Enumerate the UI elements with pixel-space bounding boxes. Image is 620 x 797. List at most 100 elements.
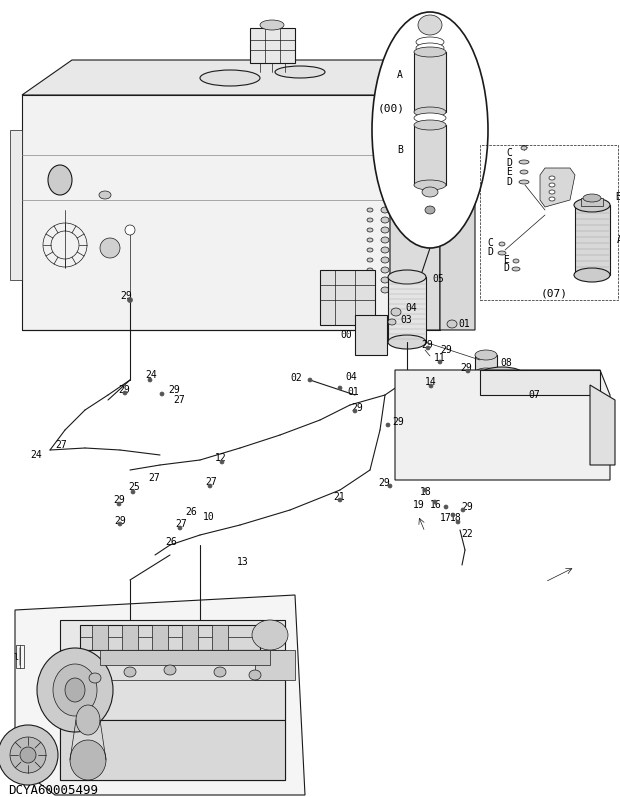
Text: 27: 27 — [148, 473, 160, 483]
Polygon shape — [540, 168, 575, 207]
Text: 07: 07 — [528, 390, 540, 400]
Text: 13: 13 — [237, 557, 249, 567]
Text: 29: 29 — [421, 340, 433, 350]
Ellipse shape — [519, 180, 529, 184]
Ellipse shape — [521, 146, 527, 150]
Ellipse shape — [367, 208, 373, 212]
Text: l: l — [13, 653, 18, 662]
Text: 08: 08 — [500, 358, 511, 368]
Ellipse shape — [381, 217, 389, 223]
Ellipse shape — [208, 484, 212, 488]
Text: 12: 12 — [215, 453, 227, 463]
Ellipse shape — [414, 113, 446, 123]
Polygon shape — [60, 650, 285, 720]
Text: A: A — [397, 70, 403, 80]
Ellipse shape — [388, 319, 396, 325]
Ellipse shape — [444, 505, 448, 509]
Ellipse shape — [308, 378, 312, 382]
Ellipse shape — [200, 70, 260, 86]
Ellipse shape — [423, 488, 427, 492]
Polygon shape — [22, 95, 390, 330]
Ellipse shape — [388, 270, 426, 284]
Ellipse shape — [0, 725, 58, 785]
Ellipse shape — [367, 288, 373, 292]
Ellipse shape — [367, 228, 373, 232]
Ellipse shape — [388, 484, 392, 488]
Ellipse shape — [381, 237, 389, 243]
Text: 02: 02 — [290, 373, 302, 383]
Text: D: D — [503, 263, 509, 273]
Ellipse shape — [416, 37, 444, 47]
Polygon shape — [80, 625, 260, 650]
Polygon shape — [590, 385, 615, 465]
Ellipse shape — [99, 191, 111, 199]
Polygon shape — [22, 60, 440, 95]
Bar — [388, 277, 426, 342]
Bar — [414, 125, 446, 185]
Text: 29: 29 — [114, 516, 126, 526]
Ellipse shape — [178, 526, 182, 530]
Text: 27: 27 — [173, 395, 185, 405]
Ellipse shape — [414, 47, 446, 57]
Bar — [182, 625, 198, 650]
Ellipse shape — [124, 667, 136, 677]
Ellipse shape — [131, 490, 135, 494]
Text: 05: 05 — [432, 274, 444, 284]
Bar — [575, 205, 610, 275]
Ellipse shape — [414, 120, 446, 130]
Ellipse shape — [549, 190, 555, 194]
Ellipse shape — [549, 176, 555, 180]
Ellipse shape — [414, 107, 446, 117]
Ellipse shape — [520, 170, 528, 174]
Ellipse shape — [583, 194, 601, 202]
Bar — [355, 315, 387, 355]
Ellipse shape — [118, 522, 122, 526]
Ellipse shape — [48, 165, 72, 195]
Ellipse shape — [252, 620, 288, 650]
Text: 19: 19 — [413, 500, 425, 510]
Ellipse shape — [367, 268, 373, 272]
Text: 24: 24 — [145, 370, 157, 380]
Ellipse shape — [381, 257, 389, 263]
Ellipse shape — [220, 460, 224, 464]
Ellipse shape — [125, 225, 135, 235]
Ellipse shape — [519, 160, 529, 164]
Text: 17: 17 — [440, 513, 452, 523]
Ellipse shape — [499, 242, 505, 246]
Text: 27: 27 — [55, 440, 67, 450]
Ellipse shape — [381, 267, 389, 273]
Ellipse shape — [100, 238, 120, 258]
Text: E: E — [506, 167, 512, 177]
Text: 04: 04 — [405, 303, 417, 313]
Polygon shape — [480, 370, 600, 395]
Polygon shape — [395, 370, 610, 480]
Polygon shape — [15, 595, 305, 795]
Bar — [475, 355, 497, 373]
Ellipse shape — [367, 218, 373, 222]
Text: E: E — [503, 255, 509, 265]
Bar — [212, 625, 228, 650]
Ellipse shape — [381, 277, 389, 283]
Ellipse shape — [164, 665, 176, 675]
Ellipse shape — [338, 386, 342, 390]
Ellipse shape — [480, 412, 524, 428]
Ellipse shape — [475, 368, 497, 378]
Text: 26: 26 — [185, 507, 197, 517]
Ellipse shape — [65, 678, 85, 702]
Ellipse shape — [381, 247, 389, 253]
Text: 29: 29 — [392, 417, 404, 427]
Ellipse shape — [367, 278, 373, 282]
Ellipse shape — [20, 747, 36, 763]
Text: 29: 29 — [168, 385, 180, 395]
Ellipse shape — [249, 670, 261, 680]
Text: 29: 29 — [461, 502, 472, 512]
Ellipse shape — [498, 251, 506, 255]
Ellipse shape — [418, 15, 442, 35]
Ellipse shape — [422, 187, 438, 197]
Text: A: A — [617, 235, 620, 245]
Text: 25: 25 — [128, 482, 140, 492]
Ellipse shape — [214, 667, 226, 677]
Ellipse shape — [480, 367, 524, 383]
Ellipse shape — [574, 198, 610, 212]
Ellipse shape — [414, 180, 446, 190]
